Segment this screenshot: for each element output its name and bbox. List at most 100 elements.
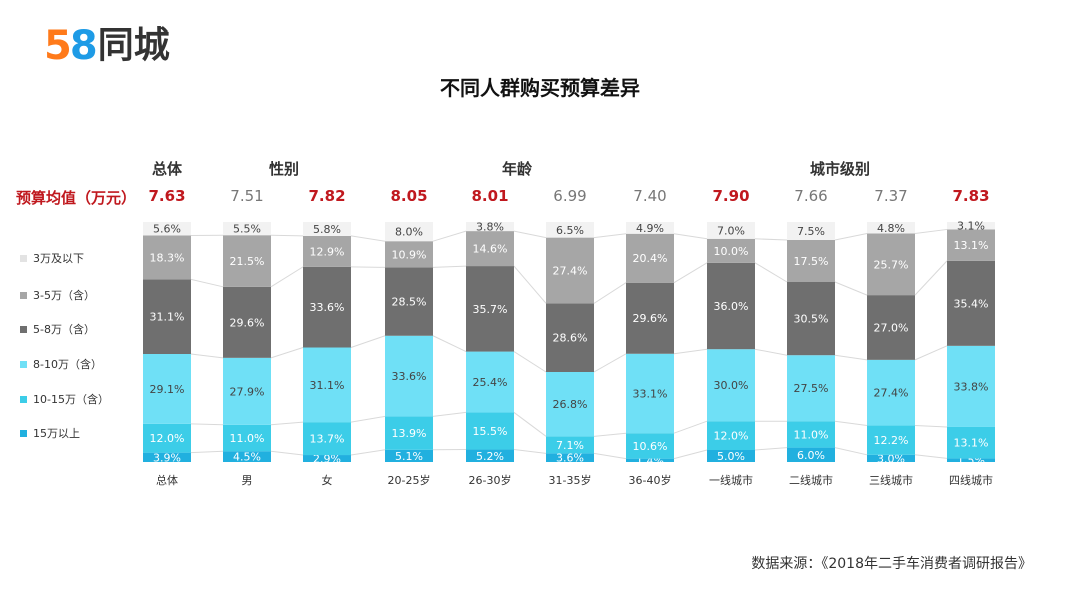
bar-segment xyxy=(707,450,755,462)
bar-segment xyxy=(466,412,514,450)
legend-item: 5-8万（含） xyxy=(20,321,95,337)
logo-digit-5: 5 xyxy=(44,23,72,69)
connector-line xyxy=(754,238,788,241)
legend-label: 5-8万（含） xyxy=(33,323,95,336)
data-label: 29.1% xyxy=(150,383,185,396)
bar-segment xyxy=(787,355,835,422)
bar-segment xyxy=(385,222,433,242)
data-label: 5.5% xyxy=(233,223,261,236)
data-label: 33.6% xyxy=(392,370,427,383)
data-label: 27.9% xyxy=(230,385,265,398)
data-label: 25.4% xyxy=(473,376,508,389)
legend-item: 8-10万（含） xyxy=(20,356,102,372)
bar-segment xyxy=(223,451,271,462)
category-label: 36-40岁 xyxy=(629,473,672,487)
avg-value: 7.51 xyxy=(230,187,264,205)
data-label: 27.4% xyxy=(874,387,909,400)
bar-segment xyxy=(546,436,594,454)
connector-line xyxy=(350,415,386,423)
bar-segment xyxy=(787,447,835,462)
data-label: 27.4% xyxy=(553,264,588,277)
connector-line xyxy=(350,335,386,348)
connector-line xyxy=(834,447,868,456)
logo-text: 同城 xyxy=(97,25,170,66)
bar-segment xyxy=(787,421,835,448)
data-label: 4.9% xyxy=(636,222,664,235)
data-label: 3.9% xyxy=(153,451,181,464)
connector-line xyxy=(513,351,547,373)
bar-segment xyxy=(466,222,514,232)
data-label: 36.0% xyxy=(714,300,749,313)
data-label: 12.2% xyxy=(874,434,909,447)
data-label: 29.6% xyxy=(633,312,668,325)
avg-value: 7.37 xyxy=(874,187,908,205)
connector-line xyxy=(914,260,948,296)
connector-line xyxy=(754,262,788,283)
connector-line xyxy=(432,335,467,353)
connector-line xyxy=(914,345,948,361)
data-label: 35.4% xyxy=(954,297,989,310)
connector-line xyxy=(673,262,708,284)
bar-segment xyxy=(546,222,594,238)
bar-segment xyxy=(867,454,915,462)
legend-swatch xyxy=(20,429,27,437)
group-label-gender: 性别 xyxy=(268,160,300,178)
connector-line xyxy=(270,347,304,359)
connector-line xyxy=(190,423,224,426)
data-label: 31.1% xyxy=(150,311,185,324)
data-label: 25.7% xyxy=(874,258,909,271)
category-label: 二线城市 xyxy=(789,473,833,487)
data-label: 13.1% xyxy=(954,437,989,450)
bar-segment xyxy=(707,349,755,422)
connector-line xyxy=(673,233,708,240)
data-label: 12.0% xyxy=(150,432,185,445)
data-label: 13.1% xyxy=(954,239,989,252)
connector-line xyxy=(270,450,304,456)
bar-segment xyxy=(143,235,191,280)
data-label: 3.8% xyxy=(476,221,504,234)
connector-line xyxy=(270,234,304,237)
data-label: 5.8% xyxy=(313,223,341,236)
legend-label: 8-10万（含） xyxy=(33,358,102,371)
data-label: 35.7% xyxy=(473,303,508,316)
data-label: 2.9% xyxy=(313,453,341,466)
bar-segment xyxy=(223,286,271,358)
bar-segment xyxy=(143,452,191,462)
avg-row-label: 预算均值（万元） xyxy=(16,189,137,207)
bar-segment xyxy=(466,266,514,352)
connector-line xyxy=(270,266,304,288)
data-label: 7.5% xyxy=(797,225,825,238)
avg-value: 7.66 xyxy=(794,187,828,205)
legend-swatch xyxy=(20,325,27,333)
data-label: 5.1% xyxy=(395,450,423,463)
avg-value: 7.63 xyxy=(148,187,186,205)
connector-line xyxy=(593,233,627,239)
data-label: 4.8% xyxy=(877,222,905,235)
data-label: 14.6% xyxy=(473,243,508,256)
data-label: 5.2% xyxy=(476,450,504,463)
data-source: 数据来源：《2018年二手车消费者调研报告》 xyxy=(751,556,1032,572)
bar-segment xyxy=(626,433,674,459)
avg-value: 8.01 xyxy=(471,187,509,205)
connector-line xyxy=(834,281,868,296)
bar-segment xyxy=(546,372,594,437)
data-label: 10.6% xyxy=(633,440,668,453)
data-label: 27.0% xyxy=(874,321,909,334)
group-label-overall: 总体 xyxy=(151,160,183,178)
category-label: 男 xyxy=(242,474,253,487)
group-label-age: 年龄 xyxy=(501,160,533,178)
legend-label: 15万以上 xyxy=(33,427,80,440)
connector-line xyxy=(673,420,708,434)
legend-label: 3万及以下 xyxy=(33,252,84,265)
connector-line xyxy=(673,449,708,460)
data-label: 31.1% xyxy=(310,379,345,392)
data-label: 15.5% xyxy=(473,425,508,438)
connector-line xyxy=(673,348,708,355)
legend-item: 3-5万（含） xyxy=(20,287,95,303)
connector-line xyxy=(914,454,948,459)
category-label: 四线城市 xyxy=(949,473,993,487)
data-label: 28.5% xyxy=(392,296,427,309)
data-label: 21.5% xyxy=(230,255,265,268)
data-label: 27.5% xyxy=(794,382,829,395)
bar-segment xyxy=(947,458,995,462)
